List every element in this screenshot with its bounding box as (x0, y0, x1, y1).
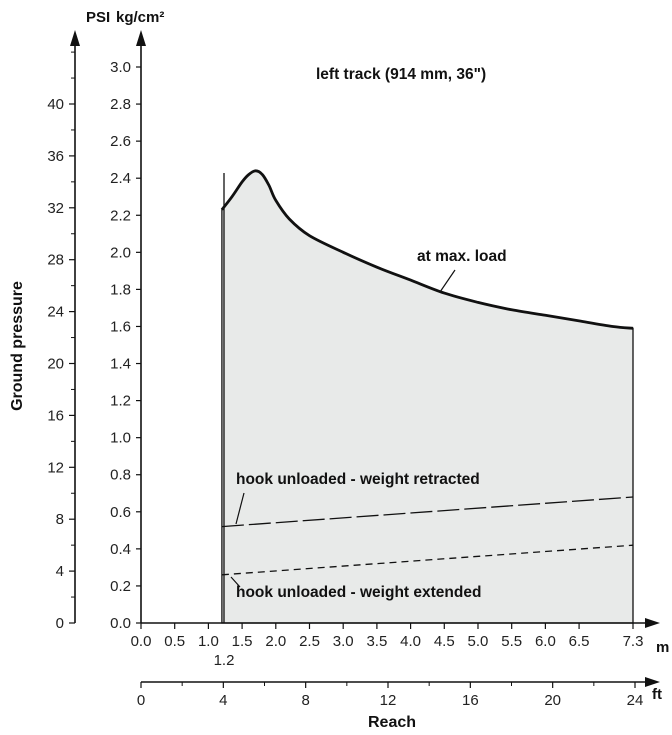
x-tick-label: 4.5 (434, 633, 455, 650)
psi-tick-label: 8 (56, 511, 64, 528)
psi-tick-label: 32 (47, 200, 64, 217)
x-tick-label: 2.5 (299, 633, 320, 650)
y-tick-label: 1.6 (110, 318, 131, 335)
label-weight-retracted: hook unloaded - weight retracted (236, 471, 480, 488)
label-at-max-load: at max. load (417, 248, 507, 265)
y-tick-label: 1.2 (110, 393, 131, 410)
psi-tick-label: 16 (47, 407, 64, 424)
y-secondary-unit: PSI (86, 9, 110, 26)
x-tick-label: 7.3 (623, 633, 644, 650)
y-tick-label: 2.4 (110, 170, 131, 187)
y-tick-label: 2.2 (110, 207, 131, 224)
x-tick-label: 0.5 (164, 633, 185, 650)
ft-tick-label: 0 (137, 692, 145, 709)
chart-title: left track (914 mm, 36") (316, 66, 486, 83)
psi-tick-label: 24 (47, 304, 64, 321)
psi-tick-label: 40 (47, 96, 64, 113)
ft-tick-label: 16 (462, 692, 479, 709)
x-start-marker-label: 1.2 (214, 652, 235, 669)
x-axis-m (141, 618, 660, 628)
x-secondary-unit: ft (652, 686, 662, 703)
y-tick-label: 1.8 (110, 281, 131, 298)
series-line-1 (221, 496, 634, 528)
leader-weight-extended (230, 576, 241, 588)
y-tick-label: 0.4 (110, 541, 131, 558)
x-tick-label: 2.0 (265, 633, 286, 650)
psi-tick-label: 12 (47, 459, 64, 476)
y-tick-label: 2.8 (110, 96, 131, 113)
x-tick-label: 4.0 (400, 633, 421, 650)
y-tick-label: 3.0 (110, 59, 131, 76)
psi-tick-label: 20 (47, 356, 64, 373)
y-axis-title: Ground pressure (9, 281, 26, 411)
psi-tick-label: 28 (47, 252, 64, 269)
y-tick-label: 0.2 (110, 578, 131, 595)
psi-tick-label: 4 (56, 563, 64, 580)
ft-tick-label: 12 (380, 692, 397, 709)
series-lines (220, 169, 634, 576)
leader-weight-retracted (235, 492, 245, 525)
y-tick-label: 2.6 (110, 133, 131, 150)
y-tick-label: 1.4 (110, 356, 131, 373)
y-tick-label: 1.0 (110, 430, 131, 447)
x-axis-ft (141, 677, 660, 687)
y-tick-label: 2.0 (110, 244, 131, 261)
y-axis-psi (70, 30, 80, 623)
x-tick-label: 1.5 (232, 633, 253, 650)
x-tick-label: 1.0 (198, 633, 219, 650)
x-tick-label: 6.5 (569, 633, 590, 650)
ft-tick-label: 4 (219, 692, 227, 709)
y-tick-label: 0.6 (110, 504, 131, 521)
ft-tick-label: 24 (627, 692, 644, 709)
axis-ticks: 0.0 0.2 0.4 0.6 0.8 1.0 1.2 1.4 1.6 1.8 2.0 2.2 2.4 2… (47, 51, 644, 709)
psi-tick-label: 36 (47, 148, 64, 165)
series-line-0 (220, 169, 634, 330)
x-tick-label: 5.0 (468, 633, 489, 650)
y-tick-label: 0.8 (110, 467, 131, 484)
psi-tick-label: 0 (56, 615, 64, 632)
x-tick-label: 0.0 (131, 633, 152, 650)
load-range-area (221, 170, 634, 624)
leader-at-max-load (439, 269, 456, 293)
y-tick-label: 0.0 (110, 615, 131, 632)
x-tick-label: 3.5 (366, 633, 387, 650)
x-tick-label: 3.0 (333, 633, 354, 650)
x-primary-unit: m (656, 639, 669, 656)
x-axis-title: Reach (368, 714, 416, 731)
x-tick-label: 5.5 (501, 633, 522, 650)
ft-tick-label: 20 (544, 692, 561, 709)
ft-tick-label: 8 (301, 692, 309, 709)
x-tick-label: 6.0 (535, 633, 556, 650)
series-line-2 (221, 544, 634, 576)
y-primary-unit: kg/cm² (116, 9, 164, 26)
label-weight-extended: hook unloaded - weight extended (236, 584, 481, 601)
